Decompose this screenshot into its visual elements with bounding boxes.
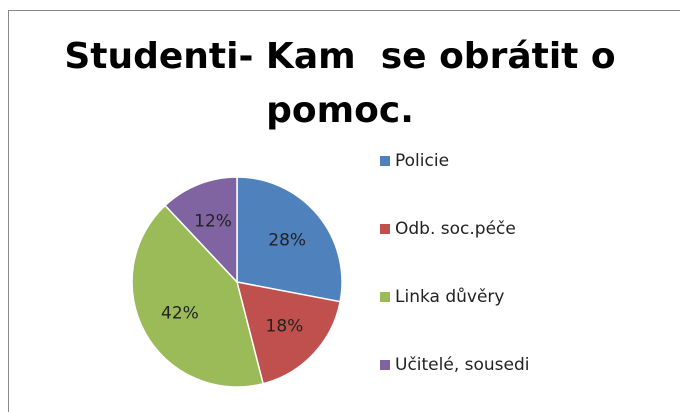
legend-swatch [380, 156, 390, 166]
frame [8, 10, 680, 412]
legend-label: Odb. soc.péče [395, 219, 516, 239]
pie-slice [236, 176, 343, 303]
pie-slice [131, 204, 265, 388]
pie-slice [235, 281, 342, 385]
data-label: 18% [266, 317, 304, 337]
data-label: 12% [194, 211, 232, 231]
legend-label: Učitelé, sousedi [395, 355, 530, 375]
data-label: 28% [268, 231, 306, 251]
legend-swatch [380, 292, 390, 302]
data-label: 42% [161, 303, 199, 323]
pie-slice [164, 176, 238, 284]
chart-title: Studenti- Kam se obrátit o pomoc. [64, 36, 629, 131]
legend-swatch [380, 360, 390, 370]
legend-label: Policie [395, 151, 449, 171]
legend-swatch [380, 224, 390, 234]
legend-label: Linka důvěry [395, 287, 504, 307]
